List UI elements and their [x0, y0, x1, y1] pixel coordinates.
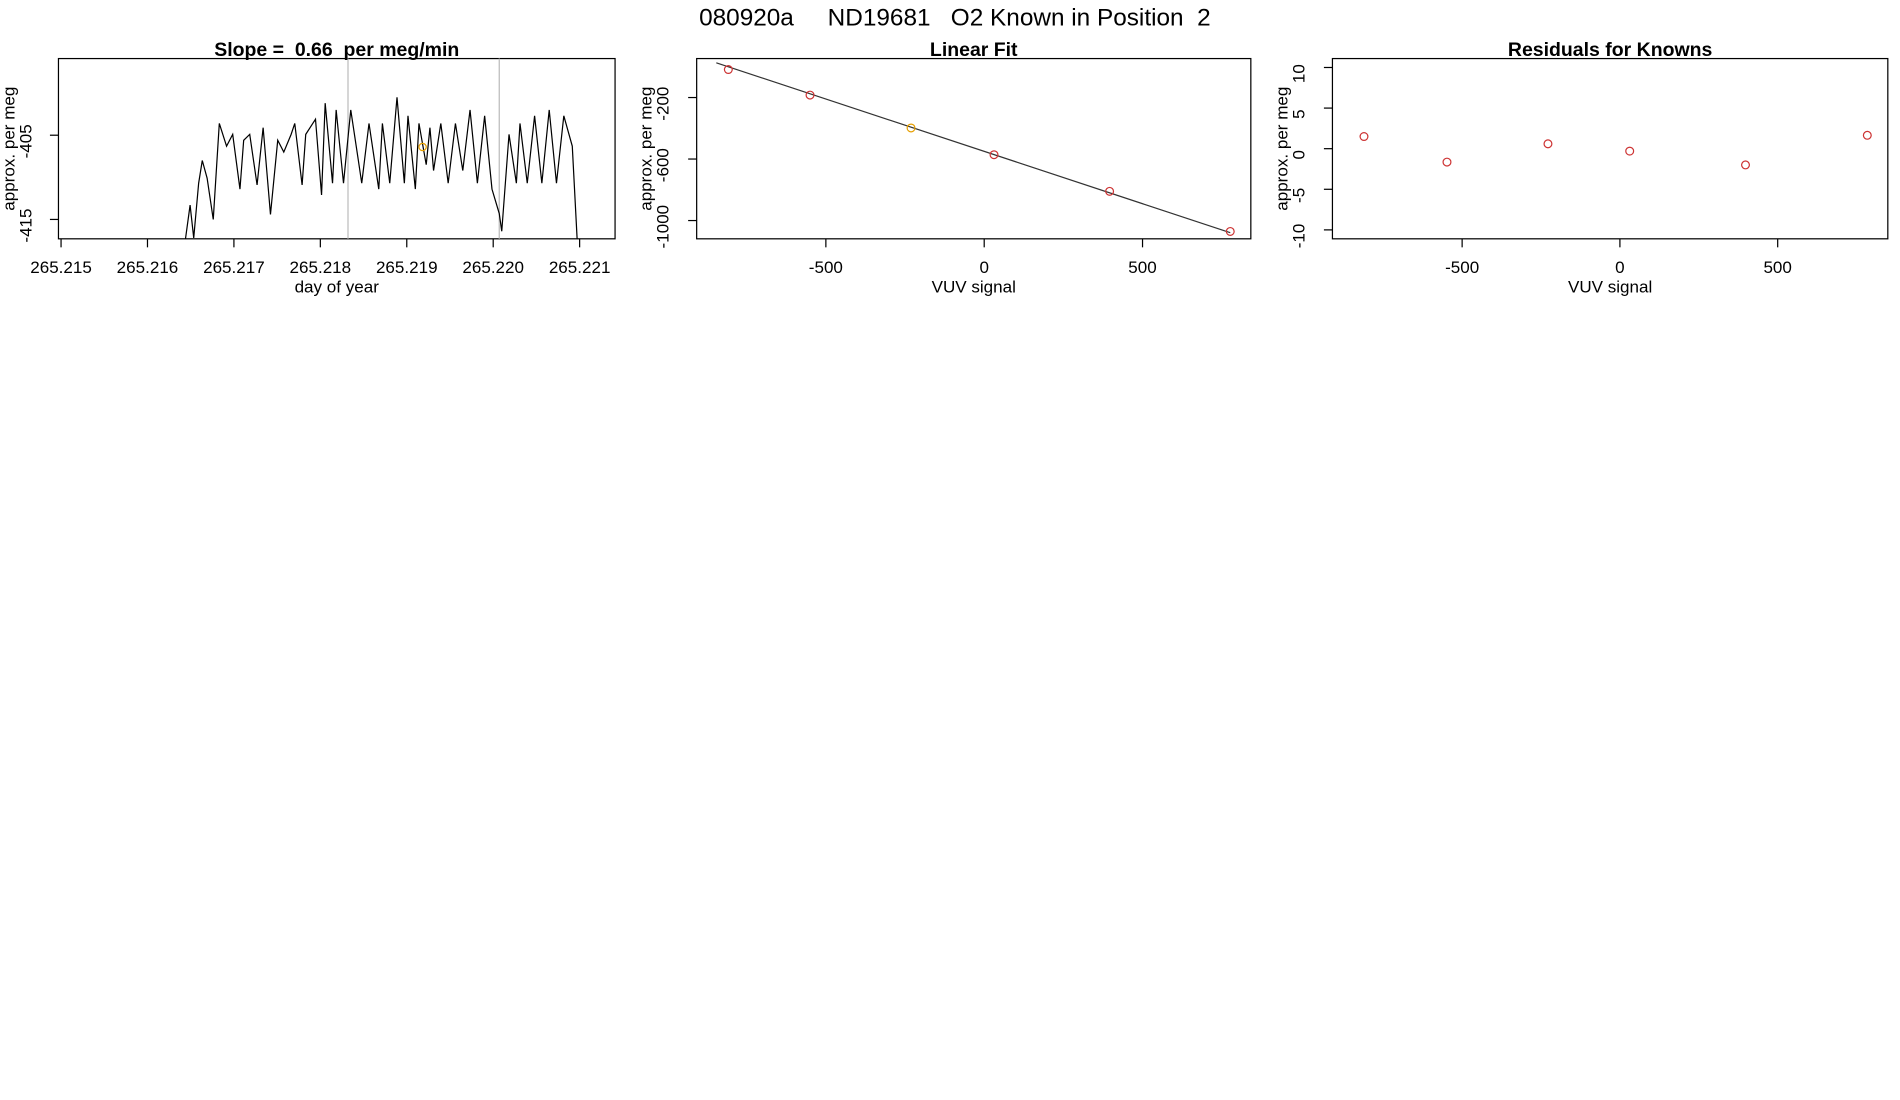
data-point	[989, 150, 999, 160]
y-axis-label: approx. per meg	[1272, 87, 1291, 211]
plot-area	[716, 62, 1235, 236]
plot-area	[184, 58, 578, 239]
y-tick-label: -415	[17, 208, 36, 242]
x-tick-label: -500	[809, 258, 843, 277]
y-tick-label: 0	[1289, 150, 1308, 159]
panel: Residuals for Knowns VUV signal approx. pe…	[1272, 39, 1889, 296]
x-tick-label: 500	[1763, 258, 1791, 277]
data-point	[1862, 130, 1872, 140]
panel: Slope = 0.66 per meg/min day of year appro…	[0, 39, 616, 296]
x-tick-label: -500	[1445, 258, 1479, 277]
y-tick-label: -1000	[654, 205, 673, 249]
highlight-point	[418, 142, 427, 152]
data-point	[723, 65, 733, 75]
y-tick-label: -10	[1289, 224, 1308, 249]
data-point	[1225, 226, 1235, 236]
panel-title: Slope = 0.66 per meg/min	[214, 39, 459, 61]
x-axis-label: day of year	[295, 277, 380, 296]
data-point	[1442, 157, 1452, 167]
x-tick-label: 265.218	[290, 258, 352, 277]
data-point	[1740, 160, 1751, 170]
x-tick-label: 265.220	[462, 258, 524, 277]
x-tick-label: 265.215	[30, 258, 92, 277]
panel-title: Residuals for Knowns	[1508, 39, 1713, 61]
figure-title: 080920a ND19681 O2 Known in Position 2	[699, 5, 1211, 32]
x-tick-label: 265.221	[549, 258, 611, 277]
x-tick-label: 265.216	[117, 258, 179, 277]
plot-area	[1359, 130, 1872, 170]
plot-frame	[57, 57, 616, 240]
x-tick-label: 265.219	[376, 258, 438, 277]
y-tick-label: 5	[1289, 109, 1308, 118]
data-point	[1625, 146, 1635, 156]
x-tick-label: 0	[979, 258, 988, 277]
data-point	[1543, 139, 1553, 149]
plot-frame	[1331, 57, 1889, 240]
y-tick-label: -405	[17, 124, 36, 158]
y-axis-label: approx. per meg	[0, 87, 19, 211]
data-line	[184, 97, 578, 239]
panel: Linear Fit VUV signal approx. per meg -500 0…	[637, 39, 1252, 296]
fit-line	[716, 62, 1231, 234]
x-axis-label: VUV signal	[1568, 277, 1652, 296]
y-tick-label: -5	[1289, 188, 1308, 203]
x-axis-label: VUV signal	[932, 277, 1016, 296]
y-tick-label: -200	[654, 87, 673, 121]
data-point	[906, 123, 916, 133]
panel-title: Linear Fit	[930, 39, 1018, 61]
plot-frame	[696, 57, 1252, 240]
x-tick-label: 265.217	[203, 258, 265, 277]
x-tick-label: 0	[1615, 258, 1624, 277]
y-axis-label: approx. per meg	[637, 87, 656, 211]
data-point	[1105, 186, 1115, 196]
data-point	[1359, 132, 1369, 142]
data-point	[805, 90, 815, 100]
y-tick-label: -600	[654, 148, 673, 182]
x-tick-label: 500	[1128, 258, 1156, 277]
y-tick-label: 10	[1289, 64, 1308, 83]
